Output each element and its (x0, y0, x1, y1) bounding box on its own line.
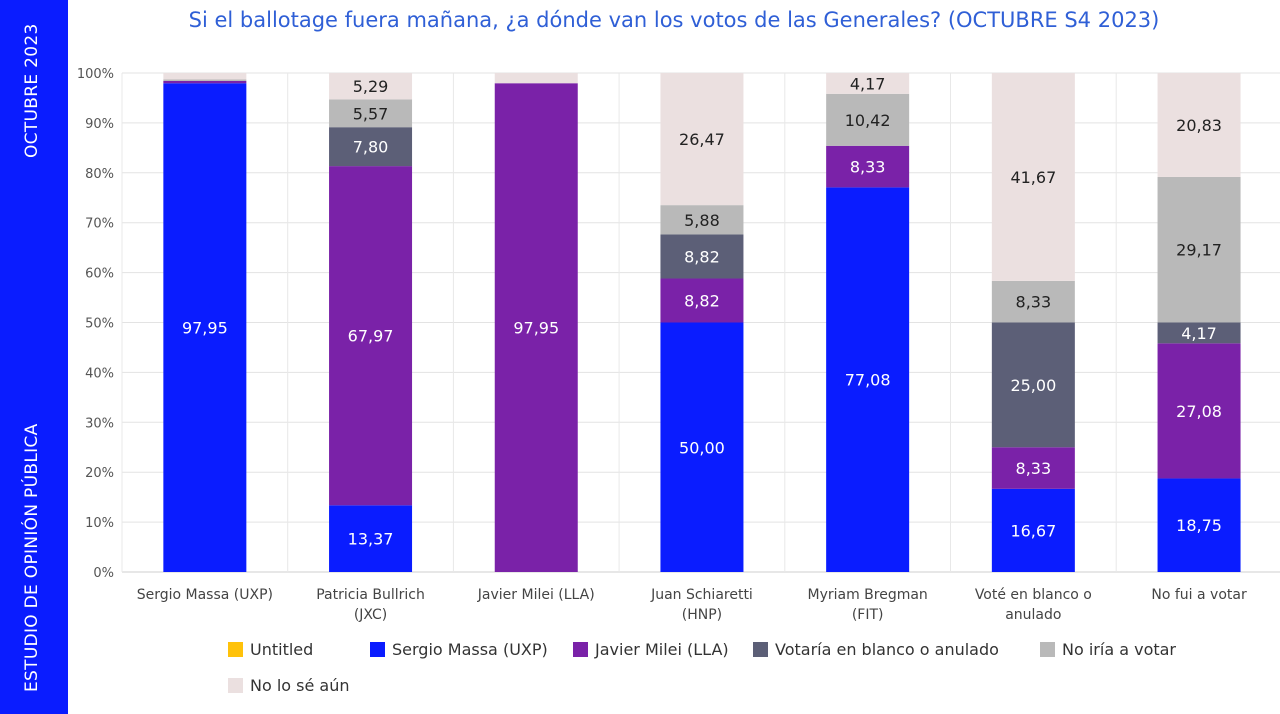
data-label: 16,67 (1010, 521, 1056, 540)
data-label: 4,17 (850, 74, 886, 93)
y-tick-label: 80% (85, 167, 114, 182)
y-tick-label: 50% (85, 317, 114, 332)
bar-segment (660, 234, 744, 279)
x-category-label: Javier Milei (LLA) (477, 587, 595, 603)
x-category-label: (FIT) (852, 607, 884, 623)
legend-label: No lo sé aún (250, 676, 350, 695)
bar-segment (1157, 73, 1241, 177)
x-category-label: Myriam Bregman (807, 587, 927, 603)
data-label: 10,42 (845, 111, 891, 130)
data-label: 18,75 (1176, 516, 1222, 535)
y-tick-label: 100% (77, 67, 114, 82)
bar-segment (660, 322, 744, 572)
data-label: 5,57 (353, 104, 389, 123)
legend-item: Javier Milei (LLA) (573, 640, 729, 659)
data-label: 25,00 (1010, 376, 1056, 395)
data-label: 8,33 (1016, 293, 1052, 312)
x-category-label: Juan Schiaretti (650, 587, 753, 603)
y-tick-label: 60% (85, 267, 114, 282)
x-category-label: Patricia Bullrich (316, 587, 425, 603)
bar-segment (991, 447, 1075, 489)
y-tick-label: 10% (85, 516, 114, 531)
bar-segment (991, 322, 1075, 448)
legend-item: Untitled (228, 640, 313, 659)
bar-segment (1157, 478, 1241, 572)
y-tick-label: 70% (85, 217, 114, 232)
bar-segment (163, 80, 247, 84)
bar-segment (163, 79, 247, 81)
legend-swatch (573, 642, 588, 657)
legend-label: Votaría en blanco o anulado (775, 640, 999, 659)
legend-label: Untitled (250, 640, 314, 659)
legend-swatch (370, 642, 385, 657)
bar-segment (1157, 322, 1241, 344)
data-label: 77,08 (845, 371, 891, 390)
data-label: 29,17 (1176, 241, 1222, 260)
bar-segment (826, 187, 910, 573)
data-label: 97,95 (513, 319, 559, 338)
legend-label: Sergio Massa (UXP) (392, 640, 548, 659)
bar-segment (1157, 176, 1241, 323)
data-label: 27,08 (1176, 402, 1222, 421)
bar-segment (660, 205, 744, 235)
bar-segment (826, 73, 910, 94)
data-label: 50,00 (679, 438, 725, 457)
data-label: 41,67 (1010, 168, 1056, 187)
legend-swatch (228, 678, 243, 693)
legend-label: No iría a votar (1062, 640, 1177, 659)
data-label: 13,37 (348, 530, 394, 549)
bar-segment (329, 505, 413, 572)
legend-swatch (228, 642, 243, 657)
bar-segment (329, 127, 413, 167)
data-label: 7,80 (353, 138, 389, 157)
legend-swatch (1040, 642, 1055, 657)
data-label: 5,29 (353, 77, 389, 96)
x-category-label: (JXC) (354, 607, 387, 623)
legend-item: Votaría en blanco o anulado (753, 640, 999, 659)
y-tick-label: 30% (85, 416, 114, 431)
x-category-label: anulado (1005, 607, 1061, 623)
bar-segment (494, 73, 578, 84)
data-label: 20,83 (1176, 116, 1222, 135)
y-tick-label: 20% (85, 466, 114, 481)
legend-item: No lo sé aún (228, 676, 350, 695)
bar-segment (991, 280, 1075, 323)
bar-segment (991, 488, 1075, 572)
bar-segment (1157, 343, 1241, 479)
y-tick-label: 40% (85, 366, 114, 381)
x-category-label: Sergio Massa (UXP) (137, 587, 273, 603)
data-label: 4,17 (1181, 324, 1217, 343)
bar-segment (163, 73, 247, 80)
data-label: 8,82 (684, 247, 720, 266)
bar-segment (991, 73, 1075, 281)
data-label: 97,95 (182, 319, 228, 338)
data-label: 5,88 (684, 211, 720, 230)
data-label: 26,47 (679, 130, 725, 149)
legend-item: No iría a votar (1040, 640, 1176, 659)
bar-segment (163, 83, 247, 573)
x-category-label: No fui a votar (1151, 587, 1247, 603)
chart-title: Si el ballotage fuera mañana, ¿a dónde v… (188, 8, 1160, 32)
x-category-label: (HNP) (682, 607, 722, 623)
bar-segment (826, 93, 910, 146)
legend-label: Javier Milei (LLA) (595, 640, 729, 659)
y-tick-label: 0% (93, 566, 114, 581)
bar-segment (329, 99, 413, 128)
x-category-label: Voté en blanco o (975, 587, 1092, 603)
bar-segment (660, 278, 744, 323)
data-label: 8,33 (850, 158, 886, 177)
bar-segment (826, 145, 910, 188)
legend-swatch (753, 642, 768, 657)
data-label: 8,82 (684, 291, 720, 310)
bar-segment (329, 73, 413, 100)
data-label: 8,33 (1016, 459, 1052, 478)
bar-segment (494, 83, 578, 573)
data-label: 67,97 (348, 327, 394, 346)
bar-segment (329, 166, 413, 506)
bar-segment (660, 73, 744, 206)
y-tick-label: 90% (85, 117, 114, 132)
sidebar-band: OCTUBRE 2023 ESTUDIO DE OPINIÓN PÚBLICA (0, 0, 68, 714)
legend-item: Sergio Massa (UXP) (370, 640, 548, 659)
